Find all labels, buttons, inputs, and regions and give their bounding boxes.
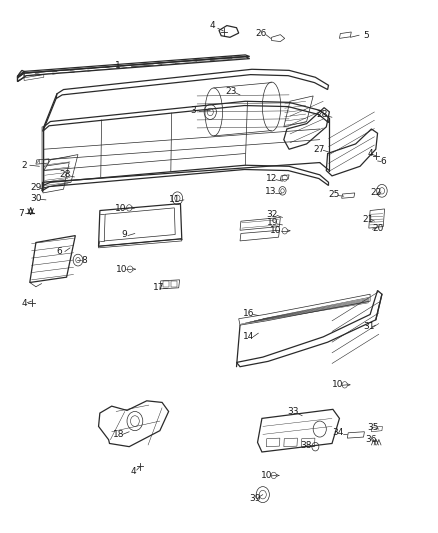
Text: 36: 36 xyxy=(366,435,377,444)
Text: 10: 10 xyxy=(332,381,343,389)
Text: 4: 4 xyxy=(210,21,215,30)
Text: 34: 34 xyxy=(332,429,344,437)
Text: 4: 4 xyxy=(21,300,27,308)
Text: 32: 32 xyxy=(267,210,278,219)
Text: 5: 5 xyxy=(363,31,369,39)
Text: 11: 11 xyxy=(169,196,180,204)
Text: 30: 30 xyxy=(30,194,42,203)
Text: 13: 13 xyxy=(265,188,276,196)
Text: 8: 8 xyxy=(81,256,88,264)
Text: 3: 3 xyxy=(190,106,196,115)
Text: 6: 6 xyxy=(380,157,386,166)
Text: 21: 21 xyxy=(362,215,374,224)
Text: 12: 12 xyxy=(266,174,277,183)
Text: 4: 4 xyxy=(131,467,136,476)
Text: 9: 9 xyxy=(121,230,127,239)
Text: 31: 31 xyxy=(363,322,374,330)
Text: 35: 35 xyxy=(367,423,379,432)
Text: 23: 23 xyxy=(225,87,237,96)
Text: 7: 7 xyxy=(18,209,24,217)
Text: 2: 2 xyxy=(21,161,27,169)
Text: 28: 28 xyxy=(59,171,71,179)
Text: 22: 22 xyxy=(370,189,381,197)
Text: 39: 39 xyxy=(249,494,261,503)
Text: 33: 33 xyxy=(287,407,298,416)
Text: 4: 4 xyxy=(367,149,373,158)
Text: 25: 25 xyxy=(328,190,339,199)
Text: 18: 18 xyxy=(113,430,125,439)
Text: 10: 10 xyxy=(116,265,127,273)
Text: 16: 16 xyxy=(243,309,254,318)
Text: 28: 28 xyxy=(316,110,328,119)
Text: 20: 20 xyxy=(372,224,383,232)
Text: 19: 19 xyxy=(267,219,278,227)
Text: 10: 10 xyxy=(261,471,272,480)
Text: 10: 10 xyxy=(115,205,126,213)
Text: 14: 14 xyxy=(243,333,254,341)
Text: 10: 10 xyxy=(270,226,282,235)
Text: 38: 38 xyxy=(300,441,311,449)
Text: 17: 17 xyxy=(153,284,164,292)
Text: 6: 6 xyxy=(56,247,62,256)
Text: 1: 1 xyxy=(115,61,121,69)
Text: 29: 29 xyxy=(30,183,42,192)
Text: 27: 27 xyxy=(313,145,325,154)
Text: 26: 26 xyxy=(255,29,266,37)
